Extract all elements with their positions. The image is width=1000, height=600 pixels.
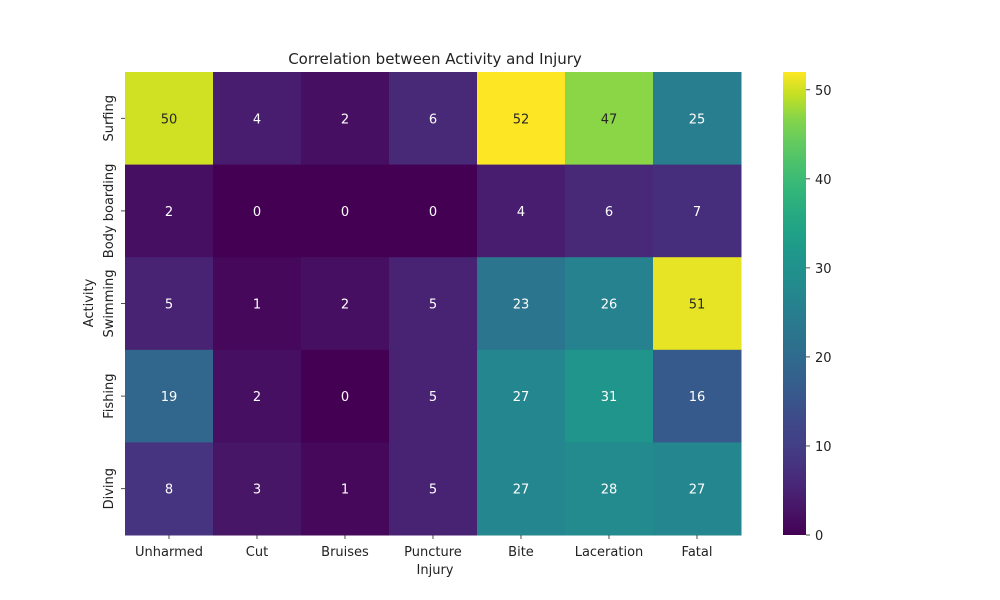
heatmap-cell [213, 164, 302, 258]
colorbar: 0 10 20 30 40 50 [783, 72, 832, 544]
heatmap-cell [653, 442, 742, 536]
cell-value-label: 0 [253, 205, 261, 220]
heatmap-cell [477, 72, 566, 166]
x-axis-ticks: Unharmed Cut Bruises Puncture Bite Laceration… [135, 535, 712, 560]
y-tick-label: Surfing [102, 95, 117, 142]
colorbar-tick-label: 10 [815, 440, 832, 455]
cell-value-label: 2 [253, 390, 261, 405]
cell-value-label: 5 [429, 298, 437, 313]
y-tick-label: Fishing [102, 373, 117, 418]
heatmap-cell [389, 72, 478, 166]
cell-value-label: 5 [165, 298, 173, 313]
cell-value-label: 31 [601, 390, 618, 405]
cell-value-label: 51 [689, 298, 706, 313]
heatmap-cell [477, 349, 566, 443]
heatmap-cell [477, 442, 566, 536]
heatmap-cell [301, 257, 390, 351]
heatmap-cell [565, 257, 654, 351]
colorbar-tick-label: 30 [815, 262, 832, 277]
cell-value-label: 6 [605, 205, 613, 220]
heatmap-cell [477, 257, 566, 351]
cell-value-label: 28 [601, 483, 618, 498]
y-axis-label: Activity [82, 278, 97, 327]
cell-value-label: 7 [693, 205, 701, 220]
cell-value-label: 27 [513, 390, 530, 405]
cell-value-label: 23 [513, 298, 530, 313]
heatmap-cell [301, 349, 390, 443]
heatmap-cell [389, 257, 478, 351]
x-tick-label: Unharmed [135, 545, 203, 560]
cell-value-label: 1 [253, 298, 261, 313]
x-tick-label: Bruises [321, 545, 369, 560]
y-axis-ticks: Surfing Body boarding Swimming Fishing Divin… [102, 95, 125, 509]
heatmap-cell [213, 349, 302, 443]
heatmap-cell [213, 257, 302, 351]
cell-value-label: 52 [513, 112, 530, 127]
x-tick-label: Laceration [575, 545, 644, 560]
colorbar-tick-label: 50 [815, 84, 832, 99]
cell-value-label: 2 [165, 205, 173, 220]
cell-value-label: 4 [253, 112, 261, 127]
cell-value-label: 5 [429, 483, 437, 498]
heatmap-cell [389, 442, 478, 536]
heatmap-cell [389, 164, 478, 258]
heatmap-cell [125, 442, 214, 536]
cell-value-label: 27 [689, 483, 706, 498]
cell-value-label: 19 [161, 390, 178, 405]
colorbar-ticks: 0 10 20 30 40 50 [806, 84, 832, 544]
heatmap-cell [565, 72, 654, 166]
heatmap-cell [125, 164, 214, 258]
x-axis-label: Injury [417, 563, 454, 578]
heatmap-cell [653, 257, 742, 351]
heatmap-cell [653, 72, 742, 166]
heatmap-cell [565, 349, 654, 443]
cell-value-label: 1 [341, 483, 349, 498]
y-tick-label: Body boarding [102, 164, 117, 259]
cell-value-label: 8 [165, 483, 173, 498]
heatmap-cell [301, 442, 390, 536]
heatmap-cell [301, 164, 390, 258]
cell-value-label: 50 [161, 112, 178, 127]
y-tick-label: Diving [102, 468, 117, 509]
heatmap-cell [477, 164, 566, 258]
colorbar-tick-label: 0 [815, 529, 823, 544]
cell-value-label: 2 [341, 298, 349, 313]
heatmap-cell [653, 164, 742, 258]
cell-value-label: 16 [689, 390, 706, 405]
cell-value-label: 25 [689, 112, 706, 127]
heatmap-cell [125, 72, 214, 166]
heatmap-cell [213, 442, 302, 536]
cell-value-label: 4 [517, 205, 525, 220]
heatmap-cell [125, 349, 214, 443]
heatmap-cell [301, 72, 390, 166]
cell-value-label: 47 [601, 112, 618, 127]
x-tick-label: Cut [246, 545, 268, 560]
x-tick-label: Puncture [404, 545, 462, 560]
cell-value-label: 27 [513, 483, 530, 498]
colorbar-gradient [783, 72, 806, 535]
y-tick-label: Swimming [102, 270, 117, 338]
heatmap-cell [125, 257, 214, 351]
heatmap-cell [565, 164, 654, 258]
heatmap-cell [389, 349, 478, 443]
cell-value-label: 2 [341, 112, 349, 127]
cell-value-label: 0 [429, 205, 437, 220]
cell-value-label: 26 [601, 298, 618, 313]
heatmap-cell [653, 349, 742, 443]
colorbar-tick-label: 20 [815, 351, 832, 366]
cell-value-label: 6 [429, 112, 437, 127]
chart-title: Correlation between Activity and Injury [288, 50, 582, 68]
cell-value-label: 0 [341, 390, 349, 405]
cell-value-label: 5 [429, 390, 437, 405]
heatmap-cell [565, 442, 654, 536]
cell-value-label: 0 [341, 205, 349, 220]
cell-value-label: 3 [253, 483, 261, 498]
x-tick-label: Fatal [682, 545, 713, 560]
colorbar-tick-label: 40 [815, 173, 832, 188]
heatmap-cell [213, 72, 302, 166]
x-tick-label: Bite [508, 545, 534, 560]
